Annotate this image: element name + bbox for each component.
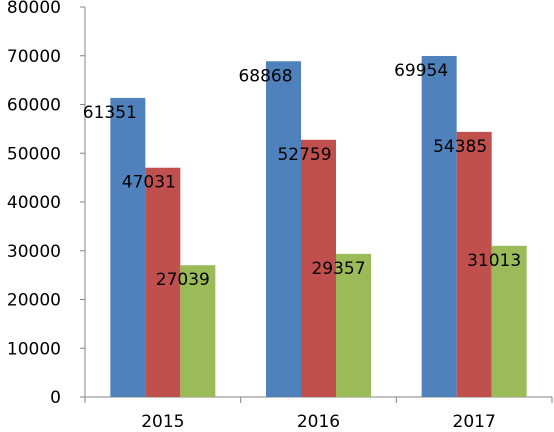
y-axis: 0 10000 20000 30000 40000 50000 60000 70000 8000… [7, 0, 86, 408]
bar [456, 131, 492, 398]
data-label: 27039 [156, 270, 210, 290]
x-axis: 2015 2016 2017 [84, 396, 553, 432]
x-tick-label: 2017 [453, 412, 496, 432]
y-tick-label: 10000 [7, 339, 61, 359]
bar [145, 167, 181, 397]
data-label: 47031 [122, 173, 176, 193]
bar [421, 55, 457, 398]
y-tick-label: 0 [50, 388, 61, 408]
bars [110, 55, 527, 398]
data-label: 61351 [83, 103, 137, 123]
y-tick-label: 30000 [7, 242, 61, 262]
y-tick-label: 60000 [7, 96, 61, 116]
data-label: 54385 [433, 137, 487, 157]
y-tick-label: 40000 [7, 193, 61, 213]
x-tick-label: 2015 [141, 412, 184, 432]
data-labels: 61351 47031 27039 68868 52759 29357 69954 54385… [83, 61, 521, 290]
data-label: 68868 [238, 66, 292, 86]
y-tick-label: 50000 [7, 144, 61, 164]
data-label: 29357 [311, 259, 365, 279]
data-label: 69954 [394, 61, 448, 81]
bar [180, 265, 216, 397]
y-tick-label: 80000 [7, 0, 61, 18]
bar [301, 139, 336, 398]
x-tick-label: 2016 [297, 412, 340, 432]
bar [336, 253, 371, 397]
data-label: 31013 [467, 251, 521, 271]
y-tick-label: 70000 [7, 47, 61, 67]
data-label: 52759 [277, 145, 331, 165]
bar [491, 245, 527, 397]
y-tick-label: 20000 [7, 291, 61, 311]
bar [266, 61, 301, 398]
bar [110, 97, 146, 397]
